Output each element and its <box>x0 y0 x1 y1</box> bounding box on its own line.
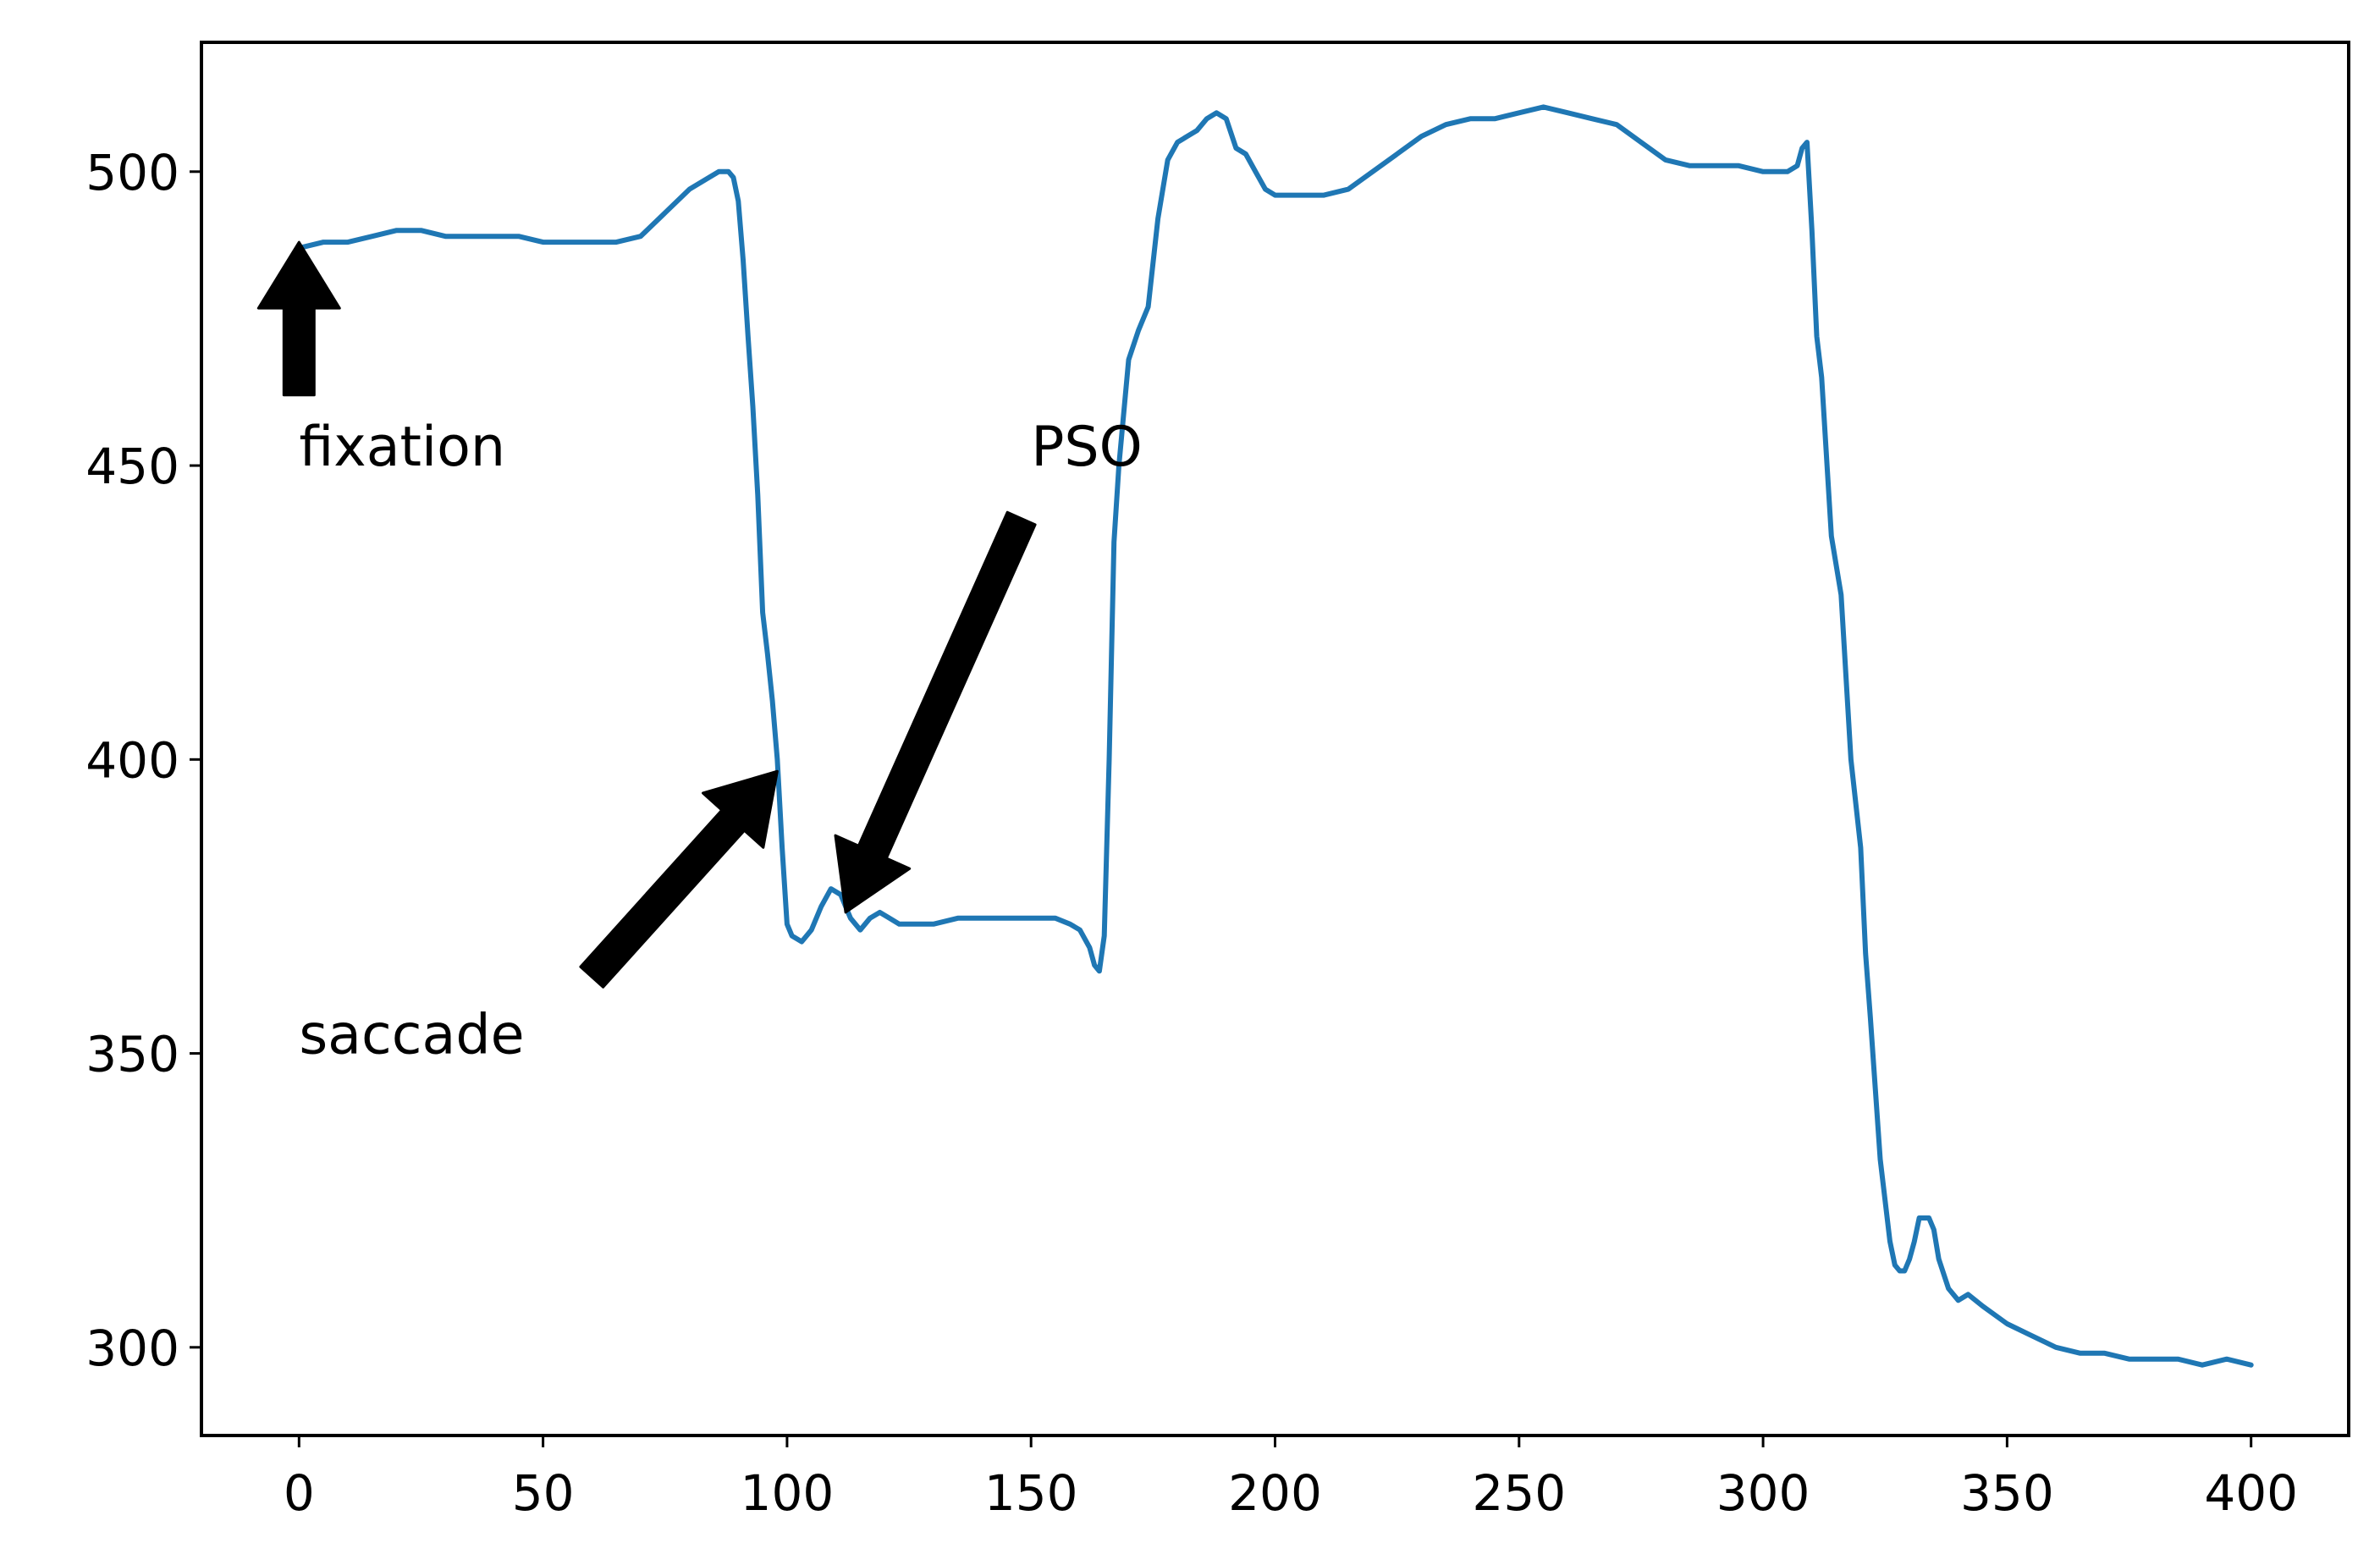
annotation-label-fixation: fixation <box>299 416 505 479</box>
y-tick-label: 350 <box>85 1026 179 1083</box>
series-layer <box>296 104 2254 1368</box>
annotation-label-saccade: saccade <box>299 1004 524 1067</box>
x-tick-label: 100 <box>741 1464 835 1522</box>
annotation-arrow-fixation <box>256 240 341 397</box>
annotation-layer: fixation PSO saccade <box>256 240 1143 1067</box>
x-tick-label: 250 <box>1472 1464 1566 1522</box>
x-tick-label: 400 <box>2204 1464 2298 1522</box>
plot-frame <box>200 41 2350 1437</box>
x-tick-label: 50 <box>512 1464 575 1522</box>
x-tick-label: 150 <box>984 1464 1078 1522</box>
y-tick-label: 400 <box>85 731 179 789</box>
y-tick-label: 450 <box>85 438 179 495</box>
x-tick-label: 350 <box>1960 1464 2054 1522</box>
gaze-position-line <box>296 104 2254 1368</box>
x-axis-ticks: 0 50 100 150 200 250 300 350 400 <box>284 1436 2298 1522</box>
y-tick-label: 500 <box>85 144 179 201</box>
y-tick-label: 300 <box>85 1320 179 1377</box>
x-tick-label: 200 <box>1228 1464 1322 1522</box>
x-tick-label: 0 <box>284 1464 315 1522</box>
annotation-arrow-saccade <box>579 769 779 989</box>
x-tick-label: 300 <box>1716 1464 1810 1522</box>
y-axis-ticks: 300 350 400 450 500 <box>85 144 201 1377</box>
annotation-arrow-pso <box>834 510 1037 914</box>
annotation-label-pso: PSO <box>1031 416 1143 479</box>
